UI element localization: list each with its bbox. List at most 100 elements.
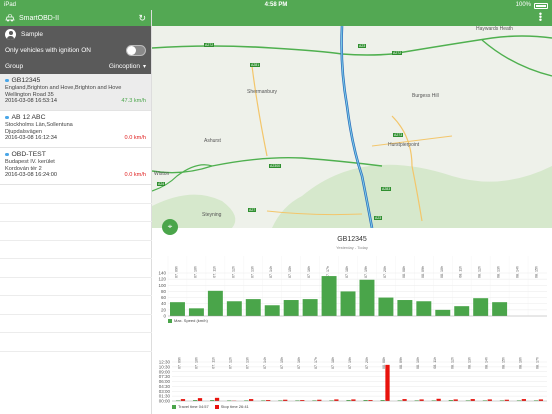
travel-time-bar	[210, 400, 215, 401]
y-tick-label: 80	[161, 289, 167, 294]
travel-time-bar	[175, 400, 181, 401]
x-tick-label: 07. 19h	[348, 357, 352, 369]
app-title: SmartOBD-II	[19, 14, 60, 22]
stop-time-bar	[487, 399, 492, 401]
empty-row	[0, 204, 152, 222]
y-tick-label: 120	[158, 277, 166, 282]
x-tick-label: 07. 15h	[288, 266, 292, 278]
vehicle-list-item[interactable]: OBD-TEST Budapest IV. kerület Kordován tér…	[0, 148, 151, 185]
speed-chart-legend: Max. Speed (km/h)	[168, 318, 208, 323]
vehicle-list-item[interactable]: GB12345 England,Brighton and Hove,Brighto…	[0, 74, 151, 111]
place-label: Ashurst	[204, 138, 221, 144]
x-tick-label: 08. 11h	[459, 266, 463, 278]
travel-time-bar	[533, 400, 539, 401]
stop-time-bar	[283, 399, 288, 401]
x-tick-label: 08. 17h	[535, 357, 539, 369]
x-tick-label: 08. 11h	[433, 357, 437, 369]
road-badge: A272	[392, 51, 403, 55]
legend-item: Travel time 04:57	[172, 404, 209, 409]
y-tick-label: 03:00	[159, 389, 171, 394]
user-avatar-icon	[5, 28, 16, 40]
x-tick-label: 07. 13h	[246, 357, 250, 369]
status-dot-icon	[5, 78, 9, 83]
group-selector[interactable]: Group Gincoption ▾	[0, 58, 151, 74]
x-tick-label: 07. 13h	[250, 266, 254, 278]
vehicle-speed: 0.0 km/h	[124, 135, 146, 141]
x-tick-label: 07. 19h	[364, 266, 368, 278]
travel-time-bar	[482, 400, 488, 401]
speed-bar	[454, 306, 470, 316]
y-tick-label: 04:30	[159, 384, 171, 389]
app-header: SmartOBD-II ↻	[0, 10, 151, 26]
vehicle-name-row: OBD-TEST	[5, 150, 146, 159]
vehicle-name-row: AB 12 ABC	[5, 113, 146, 122]
more-menu-icon[interactable]: • • •	[538, 10, 542, 25]
road-badge: A23	[358, 44, 367, 48]
road-badge: A27	[248, 208, 257, 212]
road-a273	[391, 115, 423, 222]
stop-time-bar	[521, 399, 526, 401]
stop-time-bar	[197, 398, 203, 401]
x-tick-label: 08. 12h	[450, 357, 454, 369]
road-a281	[251, 65, 268, 157]
road-badge: A281	[250, 63, 261, 67]
x-tick-label: 08. 09h	[421, 266, 425, 278]
chart-subtitle: Yesterday - Today	[336, 245, 368, 250]
stop-time-bar	[334, 399, 339, 401]
road-a272-north	[481, 39, 552, 77]
speed-bar	[378, 297, 394, 316]
y-tick-label: 140	[158, 271, 166, 276]
vehicle-address-1: England,Brighton and Hove,Brighton and H…	[5, 85, 122, 91]
empty-row	[0, 296, 152, 315]
speed-bar	[473, 298, 489, 316]
y-tick-label: 01:30	[159, 394, 171, 399]
road-badge: A2300	[269, 164, 282, 168]
road-a281-south	[152, 156, 383, 174]
empty-row	[0, 333, 152, 352]
travel-time-bar	[431, 400, 436, 401]
map-view[interactable]: • • • Haywards Heath Shermanbury Burgess H…	[152, 10, 552, 228]
y-tick-label: 00:00	[159, 399, 171, 404]
refresh-icon[interactable]: ↻	[138, 12, 146, 23]
travel-time-bar	[448, 400, 453, 401]
x-tick-label: 07. 17h	[314, 357, 318, 369]
y-tick-label: 06:00	[159, 379, 171, 384]
chart-title: GB12345	[337, 236, 367, 243]
legend-item: Max. Speed (km/h)	[168, 318, 208, 323]
x-tick-label: 08. 08h	[402, 266, 406, 278]
downs-area	[272, 164, 552, 228]
speed-bar	[359, 279, 375, 316]
x-tick-label: 07. 09h	[174, 266, 178, 278]
speed-bar	[435, 309, 451, 316]
vehicle-timestamp: 2016-03-08 16:12:34	[5, 135, 57, 141]
x-tick-label: 08. 10h	[416, 357, 420, 369]
speed-bar	[188, 308, 204, 316]
x-tick-label: 07. 16h	[307, 266, 311, 278]
locate-icon[interactable]: ⌖	[162, 219, 178, 235]
map-canvas	[152, 26, 552, 228]
vehicle-name: GB12345	[11, 77, 41, 84]
travel-time-bar	[380, 400, 385, 401]
vehicle-speed: 0.0 km/h	[124, 172, 146, 178]
road-badge: A24	[157, 182, 166, 186]
ignition-toggle[interactable]	[126, 44, 146, 56]
x-tick-label: 07. 20h	[383, 266, 387, 278]
map-header: • • •	[152, 10, 552, 26]
stop-time-bar	[470, 399, 475, 401]
x-tick-label: 08. 08h	[382, 357, 386, 369]
route-highlight	[341, 26, 373, 228]
speed-bar	[340, 291, 356, 316]
vehicle-name: AB 12 ABC	[11, 114, 46, 121]
x-tick-label: 08. 13h	[497, 266, 501, 278]
x-tick-label: 07. 17h	[326, 266, 330, 278]
empty-row	[0, 222, 152, 241]
travel-time-bar	[312, 400, 317, 401]
speed-bar	[283, 300, 299, 316]
ignition-filter-row: Only vehicles with ignition ON	[0, 42, 151, 58]
status-dot-icon	[5, 115, 9, 120]
x-tick-label: 07. 14h	[263, 357, 267, 369]
speed-bar	[397, 300, 413, 316]
user-row[interactable]: Sample	[0, 26, 151, 42]
vehicle-list-item[interactable]: AB 12 ABC Stockholms Län,Sollentuna Djupda…	[0, 111, 151, 148]
